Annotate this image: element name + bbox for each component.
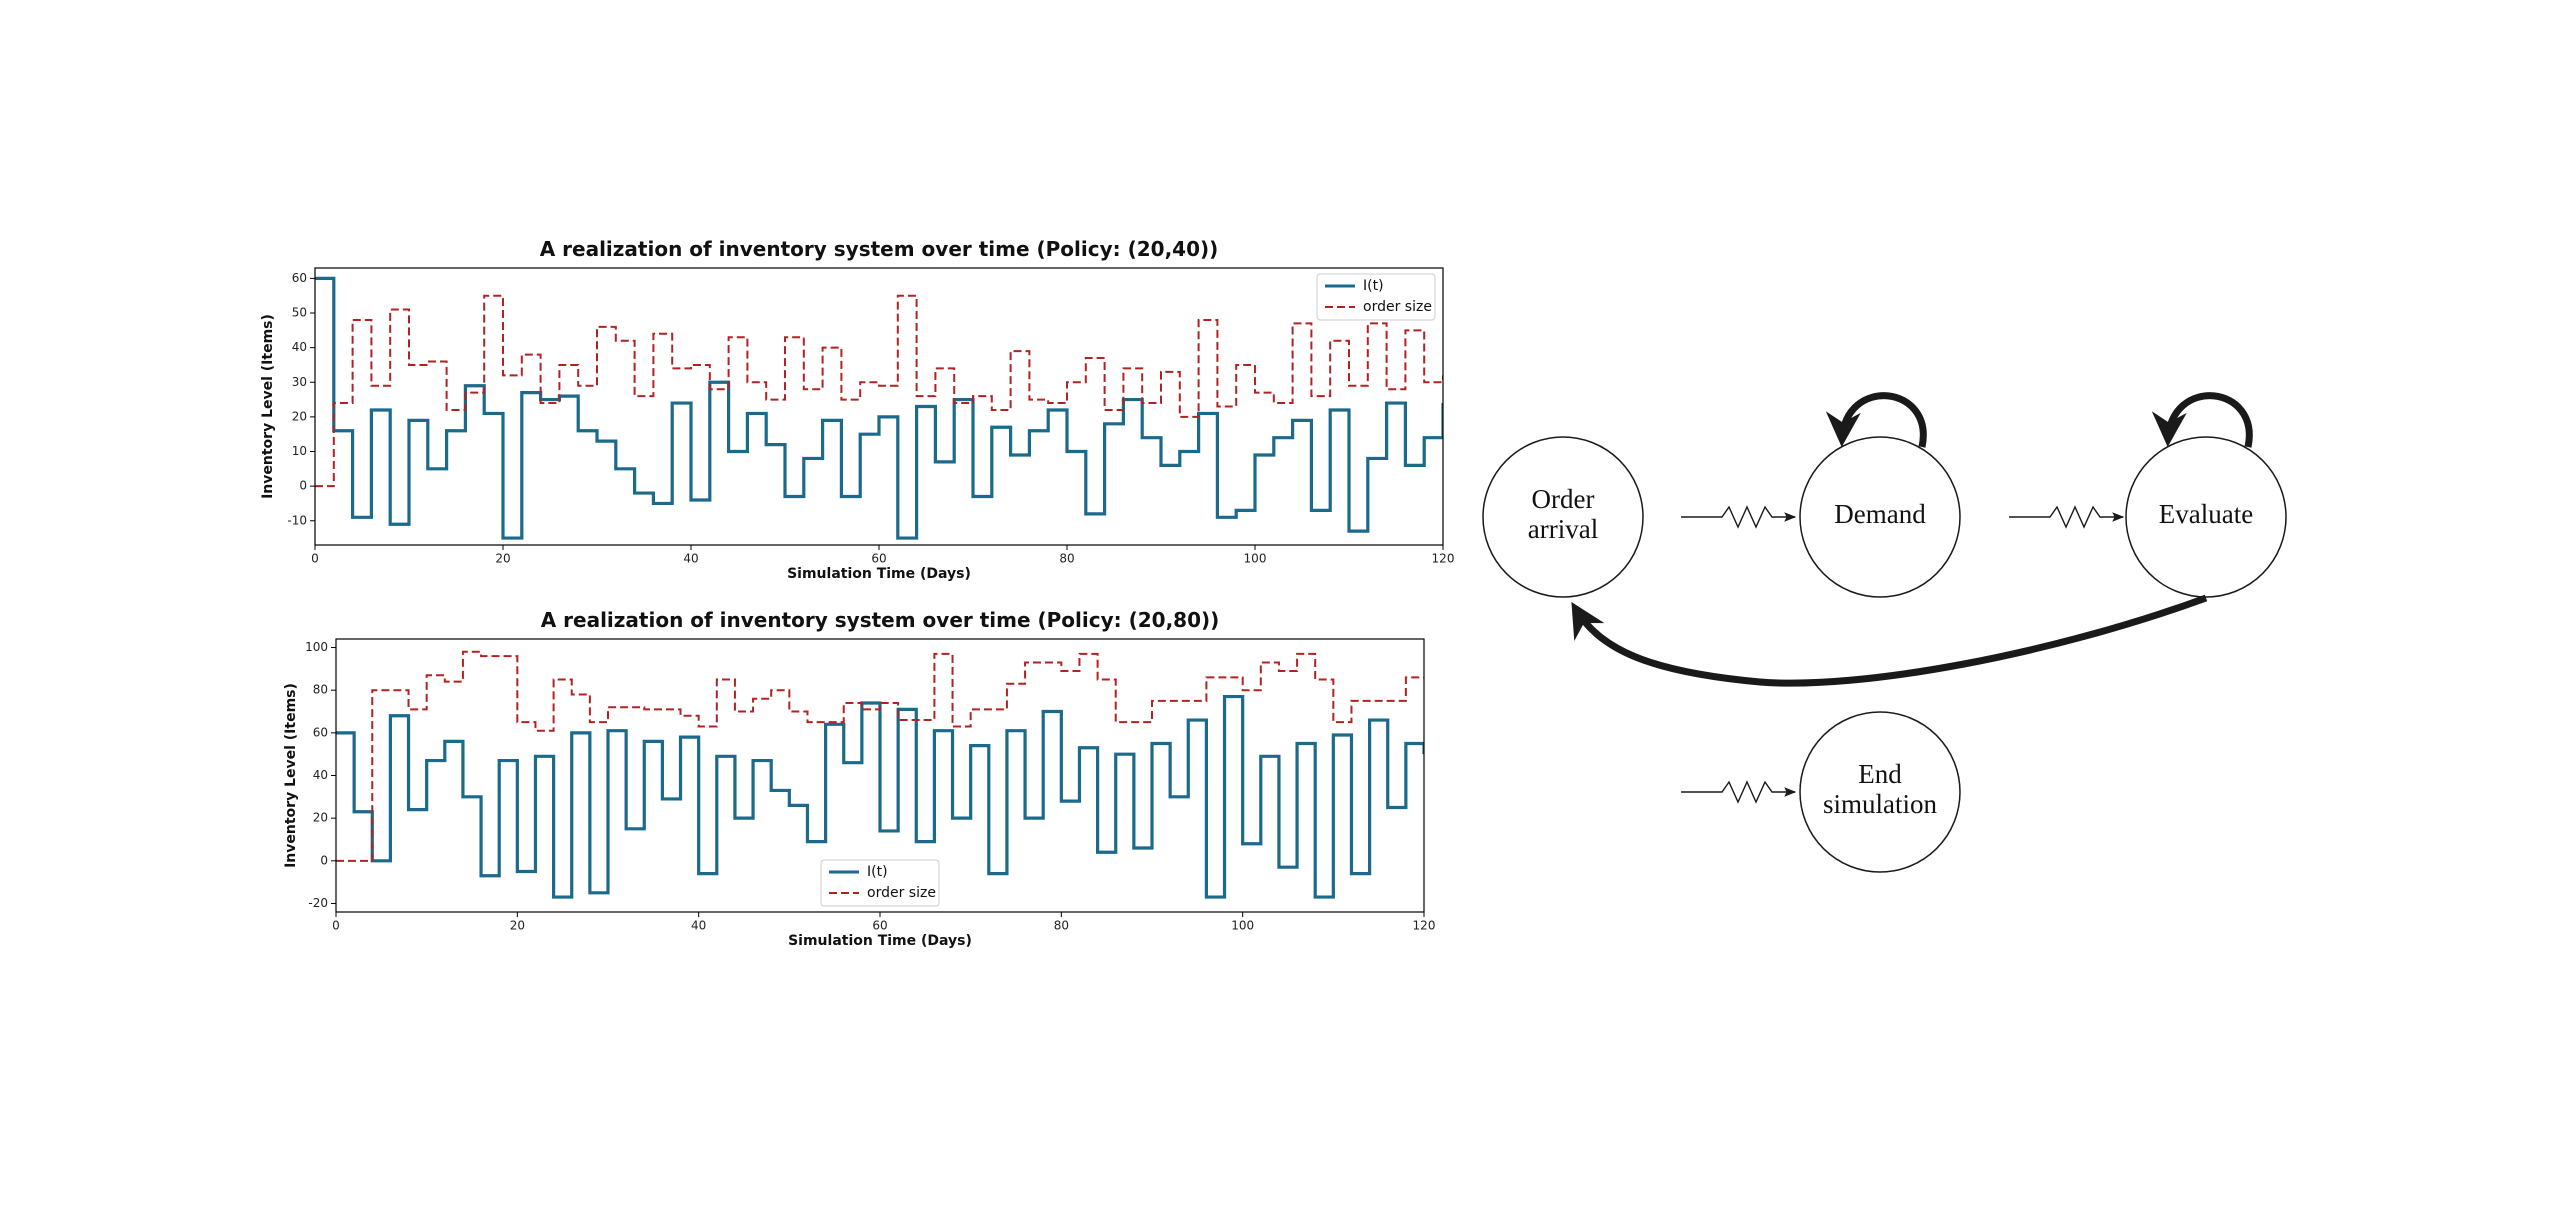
node-label: Evaluate [2159, 499, 2253, 529]
y-tick-label: 20 [313, 811, 328, 825]
x-tick-label: 60 [871, 552, 886, 566]
x-tick-label: 100 [1244, 552, 1267, 566]
x-tick-label: 20 [495, 552, 510, 566]
legend-label: I(t) [867, 864, 888, 880]
y-tick-label: 50 [292, 306, 307, 320]
x-tick-label: 0 [332, 919, 340, 933]
y-tick-label: 40 [292, 340, 307, 354]
chart: A realization of inventory system over t… [283, 608, 1435, 949]
y-tick-label: 80 [313, 683, 328, 697]
x-axis-label: Simulation Time (Days) [787, 566, 971, 582]
node-circle [2125, 436, 2287, 598]
event-arrow [2009, 505, 2125, 529]
plot-frame [335, 638, 1425, 913]
node-label: simulation [1823, 789, 1937, 819]
node-label: Demand [1834, 499, 1926, 529]
y-axis-label: Inventory Level (Items) [260, 314, 276, 499]
node-circle [1799, 711, 1961, 873]
y-tick-label: 10 [292, 444, 307, 458]
chart: A realization of inventory system over t… [260, 237, 1454, 582]
legend-label: order size [867, 885, 936, 901]
y-axis-label: Inventory Level (Items) [283, 683, 299, 868]
x-tick-label: 120 [1432, 552, 1455, 566]
x-tick-label: 40 [691, 919, 706, 933]
x-tick-label: 80 [1054, 919, 1069, 933]
y-tick-label: 60 [292, 271, 307, 285]
legend-label: I(t) [1363, 278, 1384, 294]
charts: A realization of inventory system over t… [260, 237, 1454, 949]
node-label: arrival [1528, 514, 1598, 544]
step-line [336, 694, 1424, 899]
chart-title: A realization of inventory system over t… [541, 608, 1220, 632]
x-tick-label: 100 [1231, 919, 1254, 933]
x-axis-label: Simulation Time (Days) [788, 933, 972, 949]
node-label: End [1858, 759, 1902, 789]
y-tick-label: -20 [308, 896, 328, 910]
self-loop [2151, 392, 2253, 448]
x-tick-label: 60 [872, 919, 887, 933]
transition-arrow [1571, 594, 2208, 687]
x-tick-label: 80 [1059, 552, 1074, 566]
y-tick-label: 0 [299, 479, 307, 493]
y-tick-label: 60 [313, 725, 328, 739]
node-label: Order [1532, 484, 1595, 514]
x-tick-label: 0 [311, 552, 319, 566]
step-line [336, 650, 1424, 862]
y-tick-label: 40 [313, 768, 328, 782]
node-circle [1799, 436, 1961, 598]
event-arrow [1681, 780, 1797, 804]
plot-frame [314, 267, 1444, 546]
y-tick-label: 0 [320, 853, 328, 867]
y-tick-label: 20 [292, 409, 307, 423]
y-tick-label: 30 [292, 375, 307, 389]
legend-label: order size [1363, 299, 1432, 315]
chart-title: A realization of inventory system over t… [540, 237, 1219, 261]
step-line [315, 294, 1443, 488]
x-tick-label: 120 [1413, 919, 1436, 933]
self-loop [1825, 392, 1927, 448]
x-tick-label: 20 [510, 919, 525, 933]
event-arrow [1681, 505, 1797, 529]
y-tick-label: 100 [305, 640, 328, 654]
step-line [315, 276, 1443, 540]
node-circle [1482, 436, 1644, 598]
x-tick-label: 40 [683, 552, 698, 566]
y-tick-label: -10 [287, 513, 307, 527]
